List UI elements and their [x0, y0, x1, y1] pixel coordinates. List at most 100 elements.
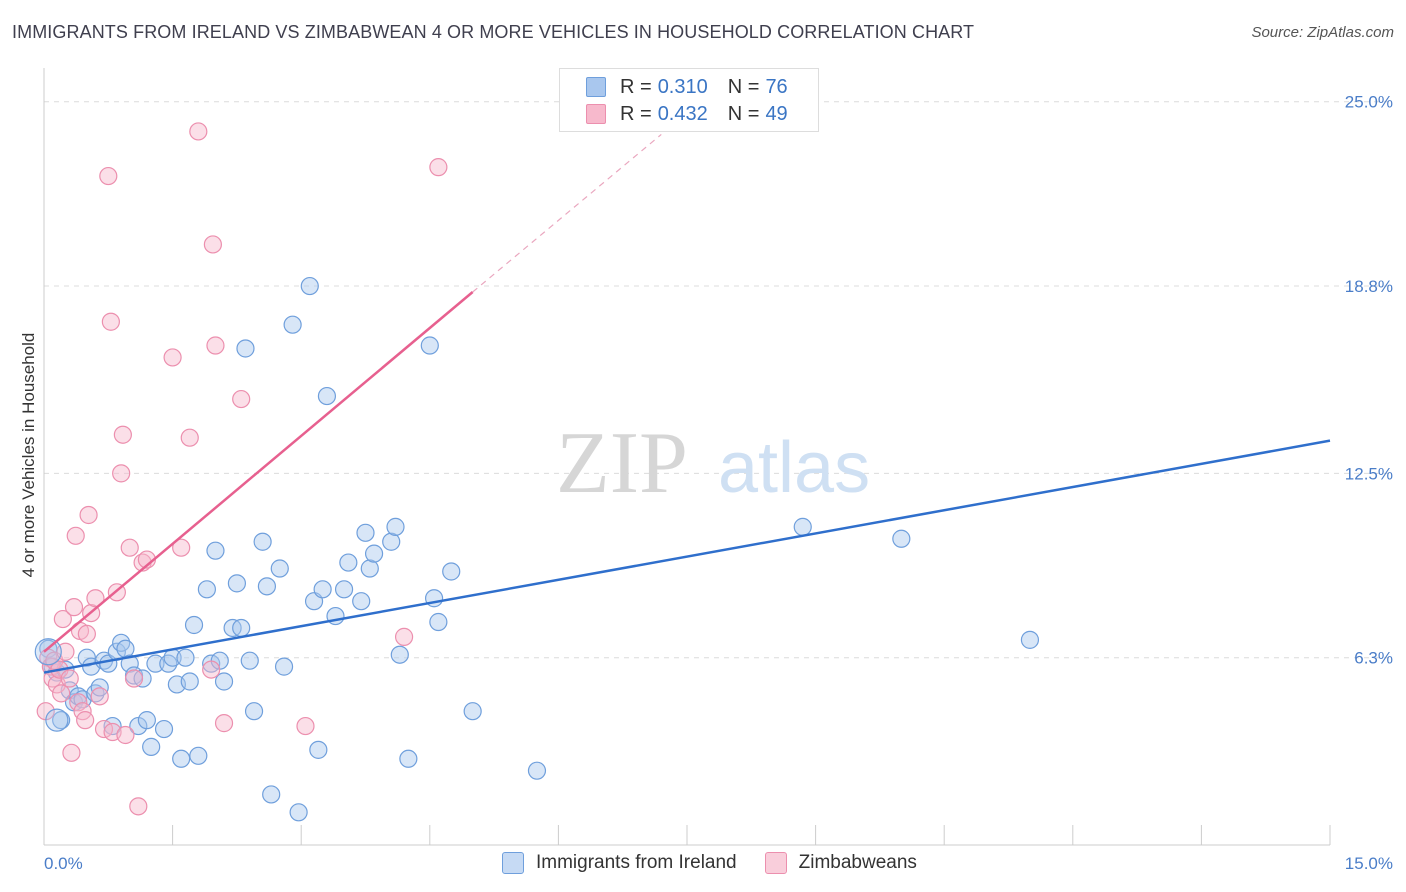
- trend-lines: [43, 133, 1331, 674]
- ireland-point: [236, 339, 255, 358]
- zimbabwe-point: [129, 797, 148, 816]
- zimbabwe-point: [203, 235, 222, 254]
- ireland-point: [442, 562, 461, 581]
- zimbabwe-point: [76, 711, 95, 730]
- series-swatch-zimbabwe: [764, 852, 787, 874]
- zimbabwe-point: [112, 464, 131, 483]
- ireland-point: [180, 672, 199, 691]
- zimbabwe-point: [124, 669, 144, 688]
- ireland-point: [386, 517, 405, 536]
- x-tick-label: 15.0%: [1345, 854, 1393, 873]
- ireland-point: [137, 711, 156, 730]
- ireland-point: [300, 276, 319, 296]
- zimbabwe-point: [429, 158, 448, 177]
- ireland-point: [360, 559, 379, 578]
- tick-labels: 6.3% 12.5% 18.8% 25.0% 0.0% 15.0%: [44, 93, 1393, 873]
- ireland-point: [356, 523, 375, 542]
- watermark-atlas: atlas: [718, 428, 870, 508]
- y-axis-label: 4 or more Vehicles in Household: [19, 333, 38, 578]
- ireland-point: [793, 517, 812, 536]
- ireland-point: [274, 657, 294, 676]
- zimbabwe-point: [214, 714, 234, 733]
- series-legend-ireland[interactable]: Immigrants from Ireland: [502, 852, 737, 874]
- zimbabwe-point: [394, 627, 414, 646]
- ireland-point: [313, 580, 332, 599]
- ireland-point: [283, 315, 302, 334]
- legend-swatch-ireland: [586, 77, 606, 97]
- ireland-point: [52, 711, 71, 730]
- ireland-point: [240, 651, 259, 670]
- zimbabwe-point: [69, 693, 88, 712]
- legend-row-zimbabwe: R = 0.432 N = 49: [586, 101, 788, 127]
- data-points: [34, 122, 1040, 822]
- zimbabwe-point: [79, 505, 98, 525]
- ireland-point: [189, 746, 208, 765]
- ireland-point: [339, 553, 358, 572]
- ireland-point: [382, 532, 401, 551]
- zimbabwe-point: [53, 609, 72, 629]
- zimbabwe-point: [52, 684, 71, 703]
- zimbabwe-point: [66, 526, 85, 545]
- zimbabwe-point: [90, 687, 109, 706]
- ireland-point: [154, 719, 174, 739]
- watermark-zip: ZIP: [556, 415, 688, 512]
- ireland-point: [120, 654, 139, 673]
- y-tick-label: 6.3%: [1354, 649, 1393, 668]
- ireland-trend-line: [43, 439, 1331, 674]
- series-swatch-ireland: [502, 852, 524, 874]
- zimbabwe-point: [77, 624, 96, 644]
- legend-r-label: R =: [620, 102, 652, 125]
- ireland-point: [1020, 630, 1040, 649]
- chart-title: IMMIGRANTS FROM IRELAND VS ZIMBABWEAN 4 …: [12, 22, 975, 42]
- y-tick-label: 18.8%: [1345, 277, 1393, 296]
- y-tick-label: 12.5%: [1345, 464, 1393, 483]
- zimbabwe-point: [163, 348, 182, 367]
- y-tick-label: 25.0%: [1345, 93, 1393, 112]
- legend-n-label: N =: [727, 102, 760, 125]
- ireland-point: [77, 648, 96, 667]
- correlation-legend: R = 0.310 N = 76 R = 0.432 N = 49: [559, 68, 819, 132]
- zimbabwe-point: [202, 660, 221, 679]
- zimbabwe-point: [86, 589, 105, 608]
- ireland-point: [262, 785, 281, 804]
- ireland-point: [232, 618, 251, 638]
- ireland-point: [892, 529, 911, 548]
- zimbabwe-point: [180, 428, 199, 447]
- zimbabwe-point: [120, 538, 139, 557]
- ireland-point: [527, 761, 547, 780]
- ireland-point: [317, 386, 337, 406]
- ireland-point: [214, 672, 234, 691]
- ireland-point: [364, 544, 384, 563]
- legend-row-ireland: R = 0.310 N = 76: [586, 74, 788, 100]
- ireland-point: [463, 702, 482, 721]
- zimbabwe-point: [172, 538, 191, 557]
- series-label-zimbabwe: Zimbabweans: [798, 852, 917, 873]
- axes: [43, 68, 1331, 846]
- x-tick-label: 0.0%: [44, 854, 83, 873]
- ireland-point: [172, 749, 191, 768]
- series-legend-zimbabwe[interactable]: Zimbabweans: [764, 852, 917, 874]
- ireland-point: [289, 803, 308, 822]
- ireland-point: [142, 737, 161, 756]
- ireland-point: [227, 574, 246, 593]
- zimbabwe-trend-line: [43, 291, 474, 653]
- zimbabwe-point: [62, 743, 81, 762]
- zimbabwe-point: [206, 336, 225, 355]
- legend-n-value: 76: [765, 75, 788, 98]
- ireland-point: [352, 592, 371, 611]
- ireland-point: [45, 708, 69, 732]
- ireland-point: [270, 559, 289, 578]
- zimbabwe-point: [296, 716, 315, 736]
- source-label: Source: ZipAtlas.com: [1251, 24, 1394, 41]
- ireland-point: [429, 612, 448, 632]
- series-label-ireland: Immigrants from Ireland: [536, 852, 737, 873]
- zimbabwe-point: [60, 669, 79, 688]
- ireland-point: [420, 336, 439, 355]
- ireland-point: [390, 645, 409, 664]
- zimbabwe-point: [101, 312, 120, 331]
- ireland-point: [176, 648, 195, 667]
- ireland-point: [146, 654, 165, 673]
- zimbabwe-trend-extension: [472, 133, 662, 293]
- zimbabwe-point: [113, 425, 132, 444]
